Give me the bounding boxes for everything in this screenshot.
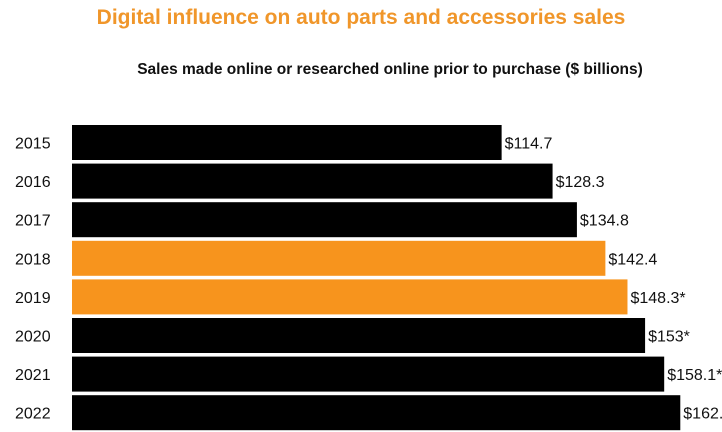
bar-2021: [72, 356, 665, 392]
category-label-2016: 2016: [15, 174, 51, 191]
bar-2019: [72, 279, 628, 315]
category-label-2017: 2017: [15, 213, 51, 230]
bar-2017: [72, 202, 577, 238]
category-label-2019: 2019: [15, 290, 51, 307]
chart-subtitle: Sales made online or researched online p…: [137, 61, 643, 78]
bar-2015: [72, 125, 502, 160]
value-label-2021: $158.1*: [667, 367, 722, 384]
category-label-2020: 2020: [15, 329, 51, 346]
value-label-2017: $134.8: [580, 213, 629, 230]
bar-2022: [72, 395, 681, 431]
chart-title: Digital influence on auto parts and acce…: [96, 6, 626, 29]
value-label-2019: $148.3*: [630, 290, 685, 307]
value-label-2016: $128.3: [556, 174, 605, 191]
bar-2020: [72, 318, 646, 353]
category-label-2018: 2018: [15, 251, 51, 268]
category-label-2022: 2022: [15, 406, 51, 423]
value-label-2015: $114.7: [505, 136, 553, 153]
value-label-2020: $153*: [648, 329, 690, 346]
value-label-2018: $142.4: [608, 251, 657, 268]
bar-2018: [72, 240, 606, 276]
bar-2016: [72, 163, 553, 199]
category-label-2015: 2015: [15, 136, 51, 153]
category-label-2021: 2021: [15, 367, 51, 384]
value-label-2022: $162.4*: [683, 406, 722, 423]
